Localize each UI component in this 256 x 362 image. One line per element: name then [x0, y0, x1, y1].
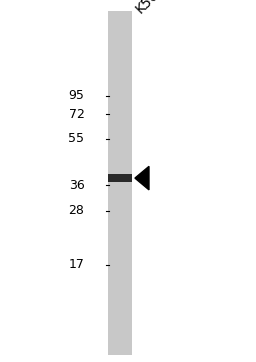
Text: 55: 55: [69, 132, 84, 145]
Polygon shape: [135, 167, 149, 190]
Bar: [108, 11, 133, 355]
Bar: [108, 174, 133, 182]
Text: 95: 95: [69, 89, 84, 102]
Text: 28: 28: [69, 204, 84, 217]
Text: K562: K562: [133, 0, 168, 16]
Text: 36: 36: [69, 179, 84, 192]
Text: 72: 72: [69, 108, 84, 121]
Text: 17: 17: [69, 258, 84, 272]
